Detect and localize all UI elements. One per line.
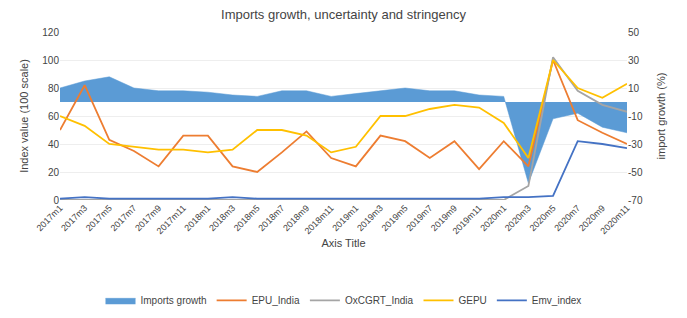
svg-text:2017m9: 2017m9: [133, 203, 163, 233]
svg-text:2018m3: 2018m3: [207, 203, 237, 233]
svg-text:import growth (%): import growth (%): [655, 73, 667, 160]
svg-text:Imports growth, uncertainty an: Imports growth, uncertainty and stringen…: [221, 7, 466, 22]
svg-text:100: 100: [42, 55, 59, 66]
svg-text:2018m5: 2018m5: [232, 203, 262, 233]
svg-text:2017m3: 2017m3: [59, 203, 89, 233]
svg-text:120: 120: [42, 27, 59, 38]
svg-text:60: 60: [48, 111, 60, 122]
svg-text:-70: -70: [628, 195, 643, 206]
svg-text:-30: -30: [628, 139, 643, 150]
svg-text:2018m7: 2018m7: [256, 203, 286, 233]
svg-text:EPU_India: EPU_India: [252, 295, 300, 306]
svg-text:50: 50: [628, 27, 640, 38]
svg-text:GEPU: GEPU: [458, 295, 486, 306]
svg-text:2019m5: 2019m5: [380, 203, 410, 233]
svg-text:2019m7: 2019m7: [404, 203, 434, 233]
svg-text:2017m11: 2017m11: [155, 203, 188, 236]
svg-text:Index value (100 scale): Index value (100 scale): [18, 59, 30, 173]
svg-text:2019m3: 2019m3: [355, 203, 385, 233]
svg-text:2018m9: 2018m9: [281, 203, 311, 233]
svg-text:2020m9: 2020m9: [577, 203, 607, 233]
svg-text:2018m11: 2018m11: [303, 203, 336, 236]
svg-text:2020m1: 2020m1: [478, 203, 508, 233]
svg-text:2018m1: 2018m1: [182, 203, 212, 233]
svg-text:2019m1: 2019m1: [330, 203, 360, 233]
svg-text:2017m5: 2017m5: [84, 203, 114, 233]
svg-text:-50: -50: [628, 167, 643, 178]
svg-text:2017m1: 2017m1: [35, 203, 65, 233]
svg-text:2019m11: 2019m11: [451, 203, 484, 236]
svg-text:10: 10: [628, 83, 640, 94]
svg-text:20: 20: [48, 167, 60, 178]
svg-text:0: 0: [53, 195, 59, 206]
svg-text:-10: -10: [628, 111, 643, 122]
svg-text:2020m11: 2020m11: [598, 203, 631, 236]
svg-text:Emv_index: Emv_index: [532, 295, 581, 306]
svg-text:2017m7: 2017m7: [108, 203, 138, 233]
svg-text:Axis Title: Axis Title: [321, 237, 365, 249]
svg-text:2020m5: 2020m5: [528, 203, 558, 233]
svg-text:2019m9: 2019m9: [429, 203, 459, 233]
svg-text:30: 30: [628, 55, 640, 66]
svg-text:2020m3: 2020m3: [503, 203, 533, 233]
svg-text:80: 80: [48, 83, 60, 94]
svg-text:40: 40: [48, 139, 60, 150]
svg-text:Imports growth: Imports growth: [141, 295, 207, 306]
svg-text:OxCGRT_India: OxCGRT_India: [345, 295, 414, 306]
svg-text:2020m7: 2020m7: [552, 203, 582, 233]
